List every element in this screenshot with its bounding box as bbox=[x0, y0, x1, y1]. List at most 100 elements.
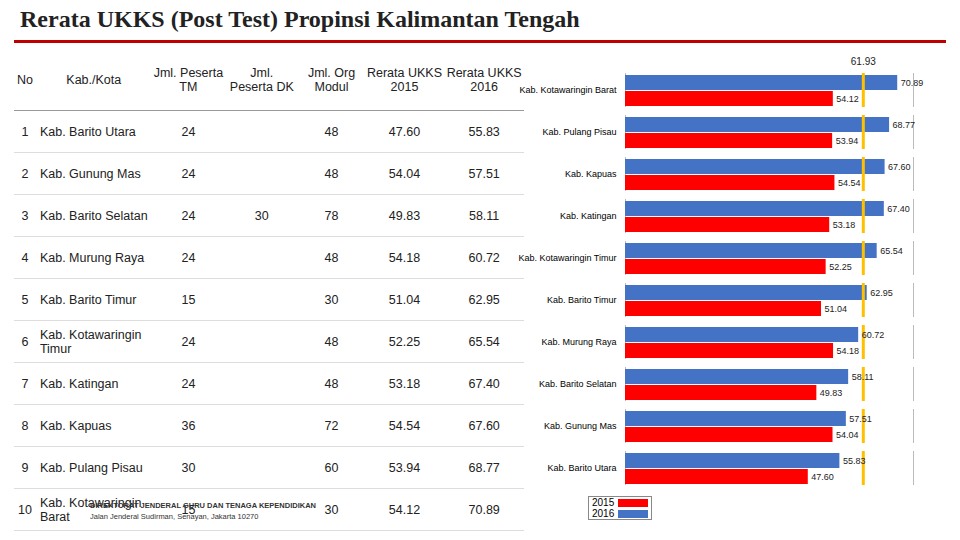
svg-text:60.72: 60.72 bbox=[862, 330, 885, 340]
svg-text:Kab. Pulang Pisau: Kab. Pulang Pisau bbox=[542, 127, 616, 137]
svg-text:53.94: 53.94 bbox=[836, 136, 859, 146]
html-text:Jalan Jenderal Sudirman, Senay: Jalan Jenderal Sudirman, Senayan, Jakart… bbox=[90, 512, 259, 521]
html-text:57.51: 57.51 bbox=[468, 166, 500, 181]
html-text:67.40: 67.40 bbox=[468, 376, 500, 391]
html-text:36: 36 bbox=[181, 418, 196, 433]
html-text:78: 78 bbox=[324, 208, 339, 223]
html-text:24: 24 bbox=[181, 208, 196, 223]
svg-text:Kab. Gunung Mas: Kab. Gunung Mas bbox=[544, 421, 617, 431]
svg-text:49.83: 49.83 bbox=[820, 388, 843, 398]
html-text:DIREKTORAT JENDERAL GURU DAN T: DIREKTORAT JENDERAL GURU DAN TENAGA KEPE… bbox=[90, 501, 316, 510]
html-text:Kab./Kota: Kab./Kota bbox=[66, 73, 122, 87]
svg-text:68.77: 68.77 bbox=[893, 120, 916, 130]
html-text:Kab. Kotawaringin Timur: Kab. Kotawaringin Timur bbox=[39, 327, 142, 356]
html-text:1: 1 bbox=[21, 124, 29, 139]
html-text:47.60: 47.60 bbox=[388, 124, 421, 139]
svg-text:61.93: 61.93 bbox=[851, 56, 876, 67]
html-text:67.60: 67.60 bbox=[468, 418, 500, 433]
html-text:Kab. Katingan: Kab. Katingan bbox=[39, 376, 119, 391]
html-text:49.83: 49.83 bbox=[388, 208, 421, 223]
html-text:3: 3 bbox=[21, 208, 29, 223]
html-text:30: 30 bbox=[254, 208, 269, 223]
html-text:Jml. Peserta TM: Jml. Peserta TM bbox=[153, 66, 224, 94]
html-text:Kab. Gunung Mas: Kab. Gunung Mas bbox=[39, 166, 141, 181]
html-text:24: 24 bbox=[181, 334, 196, 349]
svg-text:Kab. Kapuas: Kab. Kapuas bbox=[565, 169, 617, 179]
svg-text:Kab. Barito Selatan: Kab. Barito Selatan bbox=[539, 379, 617, 389]
html-text:52.25: 52.25 bbox=[388, 334, 421, 349]
html-text:54.12: 54.12 bbox=[388, 502, 421, 517]
html-text:48: 48 bbox=[324, 166, 339, 181]
html-text:54.04: 54.04 bbox=[388, 166, 421, 181]
html-text:68.77: 68.77 bbox=[468, 460, 500, 475]
svg-text:Kab. Kotawaringin Barat: Kab. Kotawaringin Barat bbox=[519, 85, 617, 95]
svg-text:54.12: 54.12 bbox=[836, 94, 859, 104]
svg-text:Kab. Murung Raya: Kab. Murung Raya bbox=[541, 337, 616, 347]
html-text:2015: 2015 bbox=[592, 497, 615, 508]
svg-text:53.18: 53.18 bbox=[833, 220, 856, 230]
svg-text:55.83: 55.83 bbox=[843, 456, 866, 466]
html-text:2: 2 bbox=[21, 166, 29, 181]
html-text:54.18: 54.18 bbox=[388, 250, 421, 265]
html-text:10: 10 bbox=[18, 502, 32, 517]
html-text:48: 48 bbox=[324, 250, 339, 265]
html-text:Jml. Peserta DK: Jml. Peserta DK bbox=[229, 66, 294, 94]
html-text:62.95: 62.95 bbox=[468, 292, 500, 307]
svg-text:67.40: 67.40 bbox=[887, 204, 910, 214]
svg-text:57.51: 57.51 bbox=[849, 414, 872, 424]
html-text:54.54: 54.54 bbox=[388, 418, 421, 433]
html-text:No: No bbox=[17, 73, 33, 87]
html-text:Kab. Barito Selatan: Kab. Barito Selatan bbox=[39, 208, 148, 223]
html-text:24: 24 bbox=[181, 124, 196, 139]
html-text:24: 24 bbox=[181, 250, 196, 265]
html-text:70.89: 70.89 bbox=[468, 502, 500, 517]
svg-text:54.54: 54.54 bbox=[838, 178, 861, 188]
html-text:60: 60 bbox=[324, 460, 339, 475]
svg-text:67.60: 67.60 bbox=[888, 162, 911, 172]
html-text:53.94: 53.94 bbox=[388, 460, 421, 475]
svg-text:Kab. Kotawaringin Timur: Kab. Kotawaringin Timur bbox=[518, 253, 616, 263]
svg-text:65.54: 65.54 bbox=[880, 246, 903, 256]
html-text:Kab. Murung Raya: Kab. Murung Raya bbox=[39, 250, 145, 265]
svg-text:54.04: 54.04 bbox=[836, 430, 859, 440]
svg-text:52.25: 52.25 bbox=[829, 262, 852, 272]
svg-text:62.95: 62.95 bbox=[870, 288, 893, 298]
svg-text:Kab. Katingan: Kab. Katingan bbox=[560, 211, 617, 221]
svg-text:54.18: 54.18 bbox=[837, 346, 860, 356]
html-text:Rerata UKKS (Post Test) Propin: Rerata UKKS (Post Test) Propinsi Kaliman… bbox=[20, 6, 580, 32]
html-text:53.18: 53.18 bbox=[388, 376, 421, 391]
html-text:48: 48 bbox=[324, 334, 339, 349]
html-text:30: 30 bbox=[324, 292, 339, 307]
html-text:2016: 2016 bbox=[592, 508, 615, 519]
html-text:Kab. Barito Timur: Kab. Barito Timur bbox=[39, 292, 137, 307]
html-text:Rerata UKKS 2015: Rerata UKKS 2015 bbox=[366, 66, 442, 94]
html-text:15: 15 bbox=[181, 292, 196, 307]
html-text:48: 48 bbox=[324, 376, 339, 391]
html-text:5: 5 bbox=[21, 292, 29, 307]
html-text:Kab. Barito Utara: Kab. Barito Utara bbox=[39, 124, 136, 139]
html-text:65.54: 65.54 bbox=[468, 334, 500, 349]
html-text:55.83: 55.83 bbox=[468, 124, 500, 139]
html-text:Kab. Kotawaringin Barat: Kab. Kotawaringin Barat bbox=[39, 495, 142, 524]
svg-text:Kab. Barito Timur: Kab. Barito Timur bbox=[547, 295, 617, 305]
html-text:72: 72 bbox=[324, 418, 339, 433]
svg-text:70.89: 70.89 bbox=[901, 78, 924, 88]
html-text:24: 24 bbox=[181, 376, 196, 391]
html-text:Jml. Org Modul: Jml. Org Modul bbox=[307, 66, 356, 94]
html-text:60.72: 60.72 bbox=[468, 250, 500, 265]
html-text:15: 15 bbox=[181, 502, 196, 517]
svg-text:51.04: 51.04 bbox=[824, 304, 847, 314]
html-text:48: 48 bbox=[324, 124, 339, 139]
html-text:58.11: 58.11 bbox=[469, 208, 500, 223]
svg-text:58.11: 58.11 bbox=[852, 372, 874, 382]
html-text:30: 30 bbox=[324, 502, 339, 517]
html-text:Kab. Pulang Pisau: Kab. Pulang Pisau bbox=[39, 460, 143, 475]
html-text:Rerata UKKS 2016: Rerata UKKS 2016 bbox=[446, 66, 522, 94]
svg-text:47.60: 47.60 bbox=[811, 472, 834, 482]
html-text:Kab. Kapuas: Kab. Kapuas bbox=[39, 418, 112, 433]
svg-text:Kab. Barito Utara: Kab. Barito Utara bbox=[547, 463, 616, 473]
html-text:30: 30 bbox=[181, 460, 196, 475]
html-text:24: 24 bbox=[181, 166, 196, 181]
html-text:4: 4 bbox=[21, 250, 29, 265]
html-text:51.04: 51.04 bbox=[388, 292, 421, 307]
